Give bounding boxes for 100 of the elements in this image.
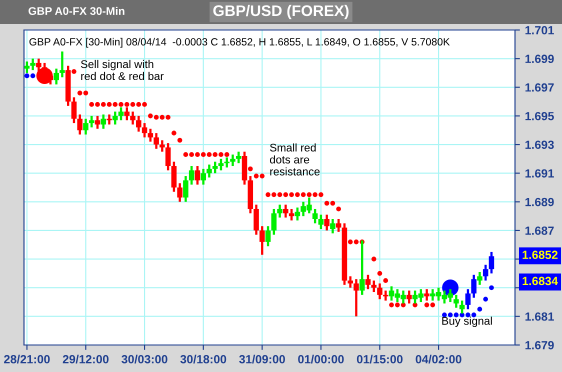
y-tick-label: 1.697 [525, 83, 554, 92]
point [148, 114, 153, 118]
point [100, 102, 106, 107]
point [95, 102, 100, 107]
point [166, 114, 170, 120]
candlestick [354, 278, 359, 318]
point [136, 102, 142, 107]
candlestick [77, 113, 83, 136]
point [254, 174, 259, 178]
y-tick-label: 1.693 [525, 140, 554, 149]
candlestick [154, 132, 159, 150]
point [483, 296, 488, 302]
point [318, 192, 324, 198]
text: 1.6834 [522, 276, 558, 286]
candlestick [94, 114, 100, 130]
candlestick [477, 270, 482, 286]
x-tick-label: 31/09:00 [239, 354, 285, 364]
candlestick [83, 118, 88, 136]
candlestick [488, 250, 494, 275]
x-tick-label: 04/02:00 [416, 354, 462, 364]
point [348, 240, 353, 244]
candlestick [424, 288, 430, 302]
candlestick [218, 158, 224, 172]
candlestick [165, 142, 171, 172]
point [206, 152, 212, 157]
point [377, 271, 382, 276]
point [24, 73, 30, 78]
point [218, 152, 224, 157]
candlestick [382, 289, 388, 302]
candlestick [188, 164, 194, 186]
point [295, 192, 300, 198]
point [336, 206, 341, 212]
point [371, 256, 376, 262]
candlestick [471, 274, 476, 299]
candlestick [236, 150, 242, 164]
annotation: Small red dots are resistance [270, 143, 320, 176]
point [260, 174, 265, 178]
candlestick [177, 182, 182, 203]
y-tick-label: 1.699 [525, 54, 554, 64]
point [172, 130, 176, 136]
x-tick-label: 28/21:00 [4, 354, 50, 364]
text: GBP A0-FX [30-Min] 08/04/14 -0.0003 C 1.6852, H 1.6855, L 1.6849, O 1.6855, V 5.7080K [29, 38, 450, 48]
x-tick-label: 29/12:00 [62, 354, 109, 364]
candlestick [160, 139, 165, 153]
point [130, 102, 136, 107]
point [266, 192, 270, 198]
text: GBP A0-FX 30-Min [28, 6, 124, 15]
point [430, 302, 436, 308]
chart-title: GBP/USD (FOREX) [213, 4, 349, 20]
point [454, 312, 459, 318]
y-tick-label: 1.695 [525, 112, 554, 120]
candlestick [406, 289, 412, 305]
candlestick [30, 58, 36, 72]
x-tick-label: 30/03:00 [122, 354, 168, 364]
candlestick [265, 225, 271, 248]
candlestick [171, 160, 177, 193]
point [124, 102, 130, 107]
point [212, 152, 218, 157]
y-tick-label: 1.689 [525, 198, 554, 206]
point [354, 240, 359, 244]
x-tick-label: 30/18:00 [180, 354, 226, 364]
candlestick [465, 288, 471, 310]
point [389, 302, 394, 308]
candlestick [365, 274, 371, 290]
point [112, 102, 118, 107]
candlestick [454, 294, 459, 309]
x-tick-label: 01/15:00 [356, 354, 403, 364]
point [324, 200, 330, 206]
point [142, 102, 147, 107]
point [195, 152, 200, 157]
point [224, 152, 230, 157]
candlestick [271, 208, 277, 236]
candlestick [254, 204, 259, 236]
candlestick [71, 96, 77, 124]
candlestick [54, 68, 59, 86]
point [177, 138, 182, 143]
candlestick [130, 110, 136, 126]
point [283, 192, 288, 198]
point [442, 312, 447, 318]
candlestick [136, 114, 142, 133]
candlestick [183, 174, 188, 203]
point [30, 73, 36, 78]
annotation: Buy signal [442, 316, 492, 328]
candlestick [112, 110, 118, 126]
point [477, 306, 482, 312]
point [189, 152, 194, 157]
y-tick-label: 1.701 [525, 26, 554, 34]
point [306, 192, 312, 198]
candlestick [60, 50, 65, 78]
candlestick [148, 128, 154, 143]
y-tick-label: 1.681 [525, 312, 554, 321]
point [183, 152, 188, 157]
point [277, 192, 282, 198]
candlestick [230, 153, 236, 168]
candlestick [200, 168, 206, 186]
point [489, 285, 494, 290]
candlestick [88, 114, 94, 128]
candlestick [377, 282, 382, 300]
point [424, 302, 430, 308]
point [72, 69, 76, 74]
